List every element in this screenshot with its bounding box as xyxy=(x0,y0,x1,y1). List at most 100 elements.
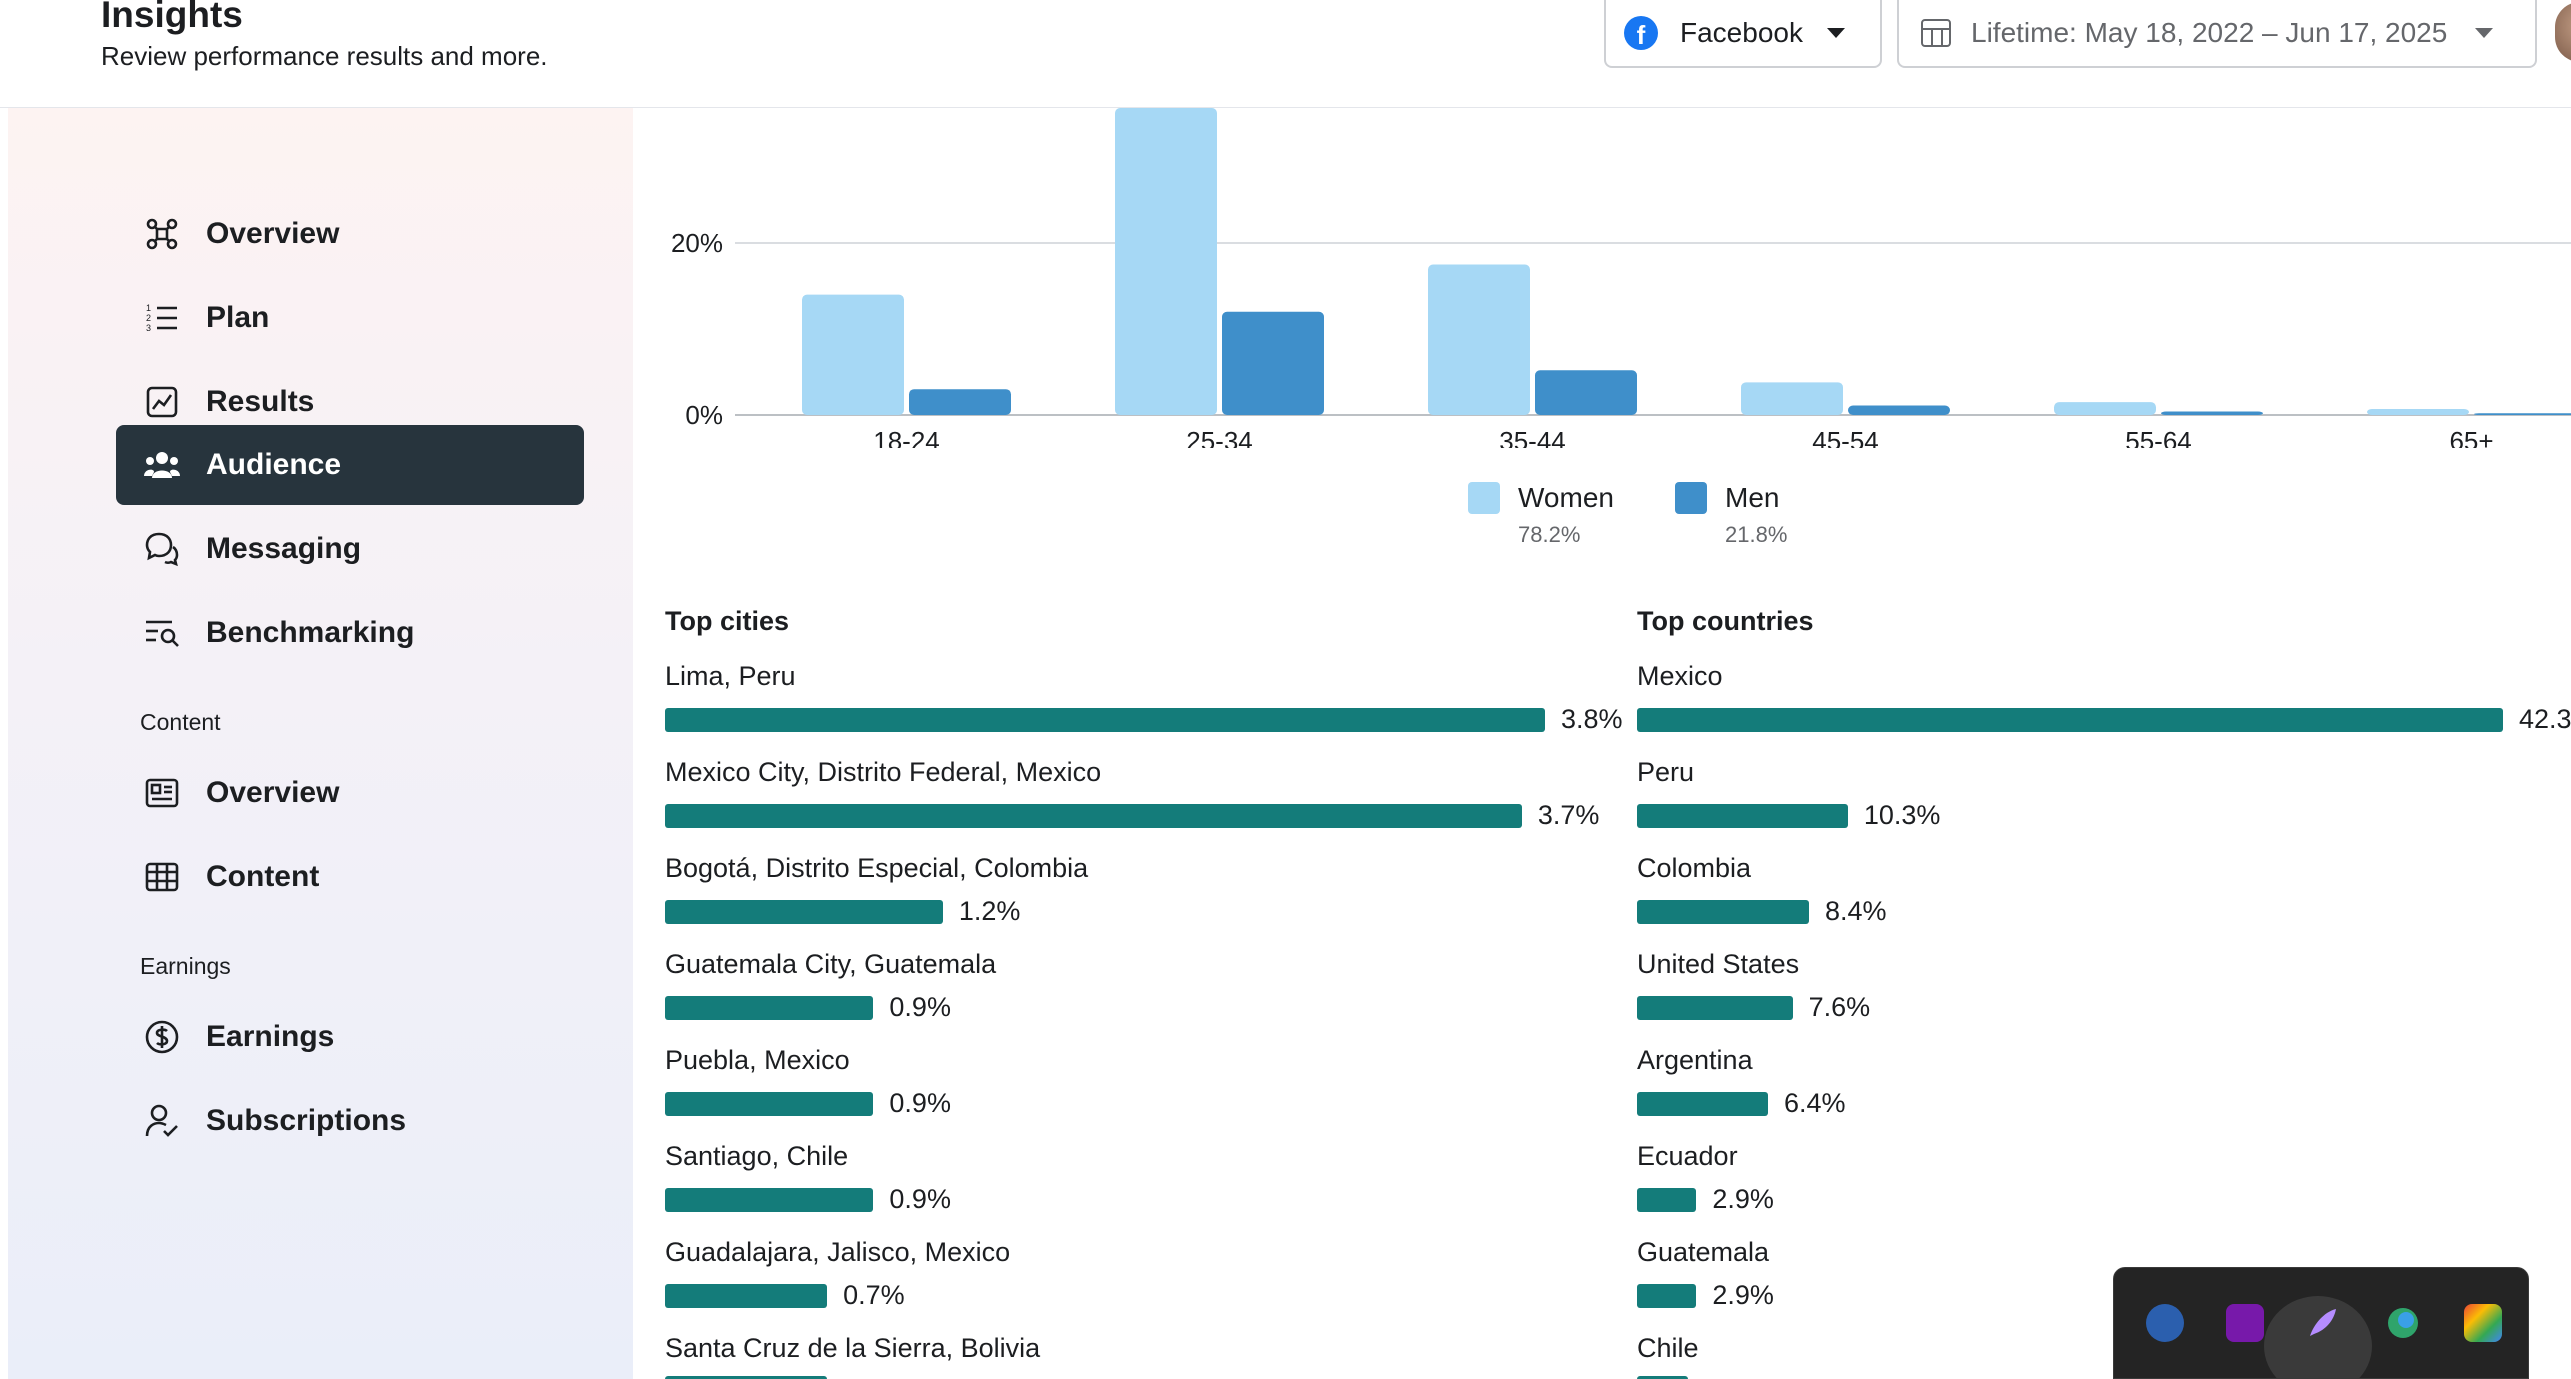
bar-women-18-24[interactable] xyxy=(802,294,904,415)
country-item[interactable]: Mexico 42.3 xyxy=(1637,661,2571,757)
bar-women-65+[interactable] xyxy=(2367,408,2469,415)
city-item[interactable]: Santiago, Chile 0.9% xyxy=(665,1141,951,1237)
city-item[interactable]: Santa Cruz de la Sierra, Bolivia xyxy=(665,1333,1040,1379)
country-item[interactable]: Argentina 6.4% xyxy=(1637,1045,1846,1141)
bar-men-65+[interactable] xyxy=(2474,413,2571,415)
color-app-icon[interactable] xyxy=(2464,1304,2502,1342)
bar-women-25-34[interactable] xyxy=(1115,108,1217,415)
country-item[interactable]: Peru 10.3% xyxy=(1637,757,1940,853)
city-item[interactable]: Guatemala City, Guatemala 0.9% xyxy=(665,949,996,1045)
legend-name-women: Women xyxy=(1518,482,1614,513)
avatar[interactable] xyxy=(2555,2,2571,62)
legend-pct-women: 78.2% xyxy=(1518,522,1581,547)
sidebar-item-audience[interactable]: Audience xyxy=(116,425,584,505)
caret-down-icon xyxy=(2475,28,2494,38)
date-range-dropdown[interactable]: Lifetime: May 18, 2022 – Jun 17, 2025 xyxy=(1897,0,2537,68)
bar-women-55-64[interactable] xyxy=(2054,402,2156,415)
sidebar-item-results[interactable]: Results xyxy=(116,362,584,442)
city-item[interactable]: Puebla, Mexico 0.9% xyxy=(665,1045,951,1141)
top-cities-title: Top cities xyxy=(665,606,790,636)
sidebar-item-label: Benchmarking xyxy=(206,616,415,649)
bar-women-45-54[interactable] xyxy=(1741,382,1843,415)
country-name: Guatemala xyxy=(1637,1237,1770,1267)
legend-pct-men: 21.8% xyxy=(1725,522,1788,547)
country-item[interactable]: Guatemala 2.9% xyxy=(1637,1237,1774,1333)
city-value: 0.7% xyxy=(843,1280,905,1310)
sidebar-item-earnings[interactable]: Earnings xyxy=(116,997,584,1077)
x-tick-label: 18-24 xyxy=(873,426,940,448)
sidebar-item-content[interactable]: Content xyxy=(116,837,584,917)
bar-men-18-24[interactable] xyxy=(909,389,1011,415)
country-name: Colombia xyxy=(1637,853,1752,883)
country-bar xyxy=(1637,1283,1697,1308)
country-item[interactable]: Ecuador 2.9% xyxy=(1637,1141,1774,1237)
bar-men-55-64[interactable] xyxy=(2161,411,2263,415)
page-title: Insights xyxy=(101,0,243,35)
edge-icon[interactable] xyxy=(2384,1304,2422,1342)
city-item[interactable]: Bogotá, Distrito Especial, Colombia 1.2% xyxy=(665,853,1088,949)
main-content: 0% 20% 18-24 25-34 35-44 45-54 55-64 65+ Women … xyxy=(633,108,2571,1379)
city-item[interactable]: Lima, Peru 3.8% xyxy=(665,661,1623,757)
person-check-icon xyxy=(144,1103,180,1139)
bar-men-45-54[interactable] xyxy=(1848,405,1950,415)
country-value: 2.9% xyxy=(1712,1184,1774,1214)
city-value: 0.9% xyxy=(889,1184,951,1214)
feather-pen-icon[interactable] xyxy=(2304,1304,2342,1342)
sidebar-item-label: Earnings xyxy=(206,1020,335,1053)
x-tick-label: 35-44 xyxy=(1499,426,1566,448)
section-label-content: Content xyxy=(140,709,221,735)
age-gender-chart: 0% 20% 18-24 25-34 35-44 45-54 55-64 65+ xyxy=(671,108,2571,448)
country-bar xyxy=(1637,1091,1769,1116)
sidebar-item-label: Audience xyxy=(206,448,342,481)
bar-women-35-44[interactable] xyxy=(1428,264,1530,416)
page-header: Insights Review performance results and … xyxy=(0,0,2571,108)
dollar-circle-icon xyxy=(144,1019,180,1055)
city-name: Bogotá, Distrito Especial, Colombia xyxy=(665,853,1089,883)
platform-dropdown[interactable]: f Facebook xyxy=(1604,0,1882,68)
search-list-icon xyxy=(144,615,180,651)
country-name: United States xyxy=(1637,949,1800,979)
legend-name-men: Men xyxy=(1725,482,1780,513)
page-subtitle: Review performance results and more. xyxy=(101,41,548,71)
sidebar-item-subscriptions[interactable]: Subscriptions xyxy=(116,1081,584,1161)
country-bar xyxy=(1637,803,1848,828)
onenote-icon[interactable] xyxy=(2226,1304,2264,1342)
city-item[interactable]: Guadalajara, Jalisco, Mexico 0.7% xyxy=(665,1237,1010,1333)
chat-icon[interactable] xyxy=(2146,1304,2184,1342)
sidebar-item-content-overview[interactable]: Overview xyxy=(116,753,584,833)
country-bar xyxy=(1637,1376,1689,1379)
sidebar-item-messaging[interactable]: Messaging xyxy=(116,509,584,589)
people-icon xyxy=(144,447,180,483)
sidebar-item-plan[interactable]: 1 2 3 Plan xyxy=(116,278,584,358)
legend-swatch-women xyxy=(1468,482,1500,514)
bar-men-25-34[interactable] xyxy=(1222,311,1324,415)
line-chart-icon xyxy=(144,384,180,420)
svg-text:2: 2 xyxy=(146,313,151,323)
svg-text:3: 3 xyxy=(146,323,151,333)
chat-bubbles-icon xyxy=(144,531,180,567)
country-value: 8.4% xyxy=(1824,896,1887,926)
sidebar-item-label: Subscriptions xyxy=(206,1104,407,1137)
legend-women[interactable]: Women 78.2% xyxy=(1468,482,1614,548)
country-name: Chile xyxy=(1637,1333,1699,1363)
city-bar xyxy=(665,707,1545,732)
x-tick-label: 55-64 xyxy=(2125,426,2192,448)
city-bar xyxy=(665,1091,874,1116)
city-item[interactable]: Mexico City, Distrito Federal, Mexico 3.7… xyxy=(665,757,1599,853)
city-bar xyxy=(665,995,874,1020)
city-name: Puebla, Mexico xyxy=(665,1045,850,1075)
y-tick-label: 0% xyxy=(685,400,723,430)
country-name: Mexico xyxy=(1637,661,1723,691)
sidebar-item-benchmarking[interactable]: Benchmarking xyxy=(116,593,584,673)
legend-men[interactable]: Men 21.8% xyxy=(1675,482,1787,548)
country-item[interactable]: Chile xyxy=(1637,1333,1699,1379)
country-item[interactable]: United States 7.6% xyxy=(1637,949,1870,1045)
x-tick-label: 45-54 xyxy=(1812,426,1879,448)
sidebar-item-overview[interactable]: Overview xyxy=(116,194,584,274)
country-value: 6.4% xyxy=(1784,1088,1846,1118)
country-value: 7.6% xyxy=(1808,992,1871,1022)
country-item[interactable]: Colombia 8.4% xyxy=(1637,853,1887,949)
city-name: Lima, Peru xyxy=(665,661,796,691)
caret-down-icon xyxy=(1826,28,1845,38)
bar-men-35-44[interactable] xyxy=(1535,370,1637,415)
